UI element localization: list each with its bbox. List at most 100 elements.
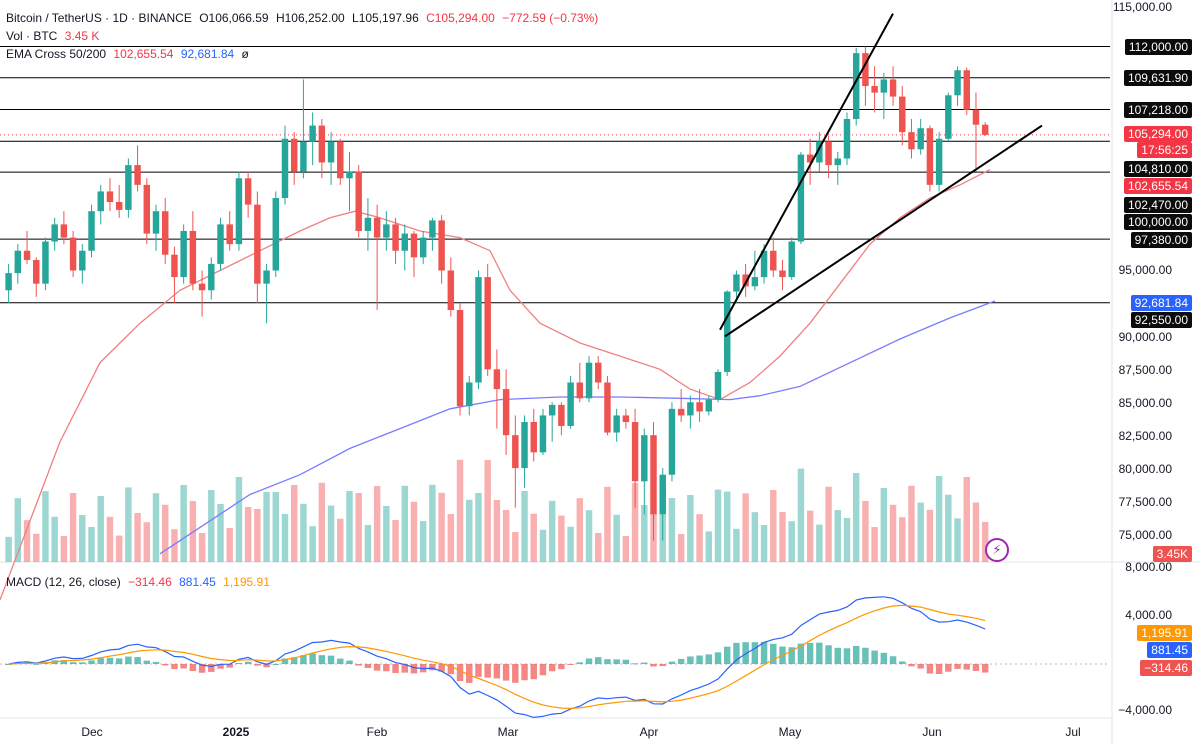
volume-bar [235, 477, 243, 562]
macd-histogram-bar [171, 664, 178, 670]
macd-histogram-bar [60, 660, 68, 664]
volume-bar [843, 518, 851, 562]
macd-histogram-bar [567, 664, 574, 665]
candle-body [945, 95, 952, 139]
level-label-102470[interactable]: 102,470.00 [1123, 197, 1192, 213]
volume-bar [788, 521, 795, 562]
candle-body [852, 53, 860, 119]
volume-bar [383, 506, 390, 562]
volume-bar [880, 488, 888, 562]
macd-histogram-bar [373, 664, 381, 671]
candle-body [290, 138, 298, 172]
macd-histogram-bar [530, 664, 537, 680]
volume-bar [79, 515, 86, 562]
volume-bar [429, 484, 436, 562]
volume-axis-label: 3.45K [1152, 546, 1192, 562]
volume-legend[interactable]: Vol · BTC 3.45 K [6, 29, 103, 43]
macd-histogram-bar [899, 661, 906, 664]
volume-bar [281, 514, 289, 562]
macd-histogram-bar [97, 658, 104, 664]
candle-body [33, 259, 40, 284]
macd-histogram-bar [788, 647, 795, 664]
macd-histogram-bar [5, 664, 12, 665]
volume-bar [641, 505, 648, 562]
level-label-100000[interactable]: 100,000.00 [1123, 214, 1192, 230]
level-label-107218[interactable]: 107,218.00 [1123, 102, 1192, 118]
candle-body [272, 198, 280, 271]
candle-body [410, 233, 418, 258]
macd-histogram-bar [926, 664, 934, 674]
volume-value: 3.45 K [64, 29, 100, 43]
candle-body [981, 124, 989, 135]
macd-histogram-bar [33, 663, 40, 665]
candle-body [318, 125, 326, 163]
macd-histogram-bar [852, 645, 860, 664]
candle-body [733, 274, 740, 292]
ema200-price-label: 92,681.84 [1130, 295, 1192, 311]
volume-bar [521, 491, 528, 562]
macd-histogram-bar [622, 659, 630, 664]
macd-histogram-bar [235, 662, 243, 664]
candle-body [972, 109, 980, 125]
ema200-value: 92,681.84 [180, 47, 235, 61]
lightning-icon[interactable]: ⚡ [985, 538, 1009, 562]
macd-histogram-bar [79, 662, 86, 664]
candle-body [696, 402, 703, 412]
volume-bar [954, 518, 961, 562]
candle-body [668, 408, 676, 475]
level-label-92550[interactable]: 92,550.00 [1130, 312, 1192, 328]
macd-histogram-bar [816, 642, 823, 664]
volume-label: Vol · BTC [6, 29, 58, 43]
macd-histogram-bar [309, 653, 316, 664]
level-label-104810[interactable]: 104,810.00 [1123, 161, 1192, 177]
volume-bar [806, 510, 814, 562]
candle-body [539, 415, 547, 453]
volume-bar [290, 485, 298, 562]
volume-bar [613, 514, 620, 562]
candle-body [263, 270, 270, 284]
macd-histogram-bar [346, 660, 353, 664]
time-tick-jul: Jul [1065, 725, 1081, 739]
candle-body [935, 138, 943, 185]
ema50-value: 102,655.54 [113, 47, 174, 61]
volume-bar [263, 492, 270, 562]
ema-legend[interactable]: EMA Cross 50/200 102,655.54 92,681.84 ø [6, 47, 253, 61]
candle-body [162, 211, 169, 255]
price-tick: 77,500.00 [1118, 495, 1172, 509]
macd-histogram-bar [466, 664, 473, 683]
candle-body [466, 382, 473, 407]
candle-body [355, 171, 362, 231]
volume-bar [576, 498, 584, 562]
candle-body [51, 224, 58, 242]
volume-bar [143, 522, 151, 562]
candle-body [143, 184, 151, 234]
candle-body [300, 141, 307, 172]
volume-bar [5, 536, 12, 562]
macd-histogram-bar [447, 664, 455, 675]
candle-body [677, 408, 685, 416]
level-label-112000[interactable]: 112,000.00 [1124, 39, 1192, 55]
volume-bar [816, 524, 823, 562]
candle-body [171, 254, 178, 278]
candle-body [208, 263, 215, 291]
macd-histogram-bar [677, 658, 685, 664]
candle-body [595, 362, 602, 383]
macd-histogram-bar [364, 664, 372, 668]
price-tick: 80,000.00 [1118, 462, 1172, 476]
macd-legend[interactable]: MACD (12, 26, close) −314.46 881.45 1,19… [6, 575, 274, 589]
macd-histogram-bar [134, 657, 141, 664]
macd-histogram-bar [954, 664, 961, 669]
macd-histogram-bar [162, 664, 169, 666]
macd-histogram-bar [392, 664, 399, 673]
level-label-109631[interactable]: 109,631.90 [1123, 70, 1192, 86]
ohlc-high: H106,252.00 [275, 11, 345, 25]
level-label-97380[interactable]: 97,380.00 [1130, 232, 1192, 248]
macd-histogram-bar [115, 658, 123, 664]
price-tick: 115,000.00 [1112, 0, 1172, 14]
symbol-name[interactable]: Bitcoin / TetherUS · 1D · BINANCE [6, 11, 192, 25]
volume-bar [963, 477, 970, 562]
macd-histogram-bar [106, 657, 114, 664]
macd-histogram-bar [198, 664, 206, 673]
macd-histogram-bar [880, 652, 888, 664]
